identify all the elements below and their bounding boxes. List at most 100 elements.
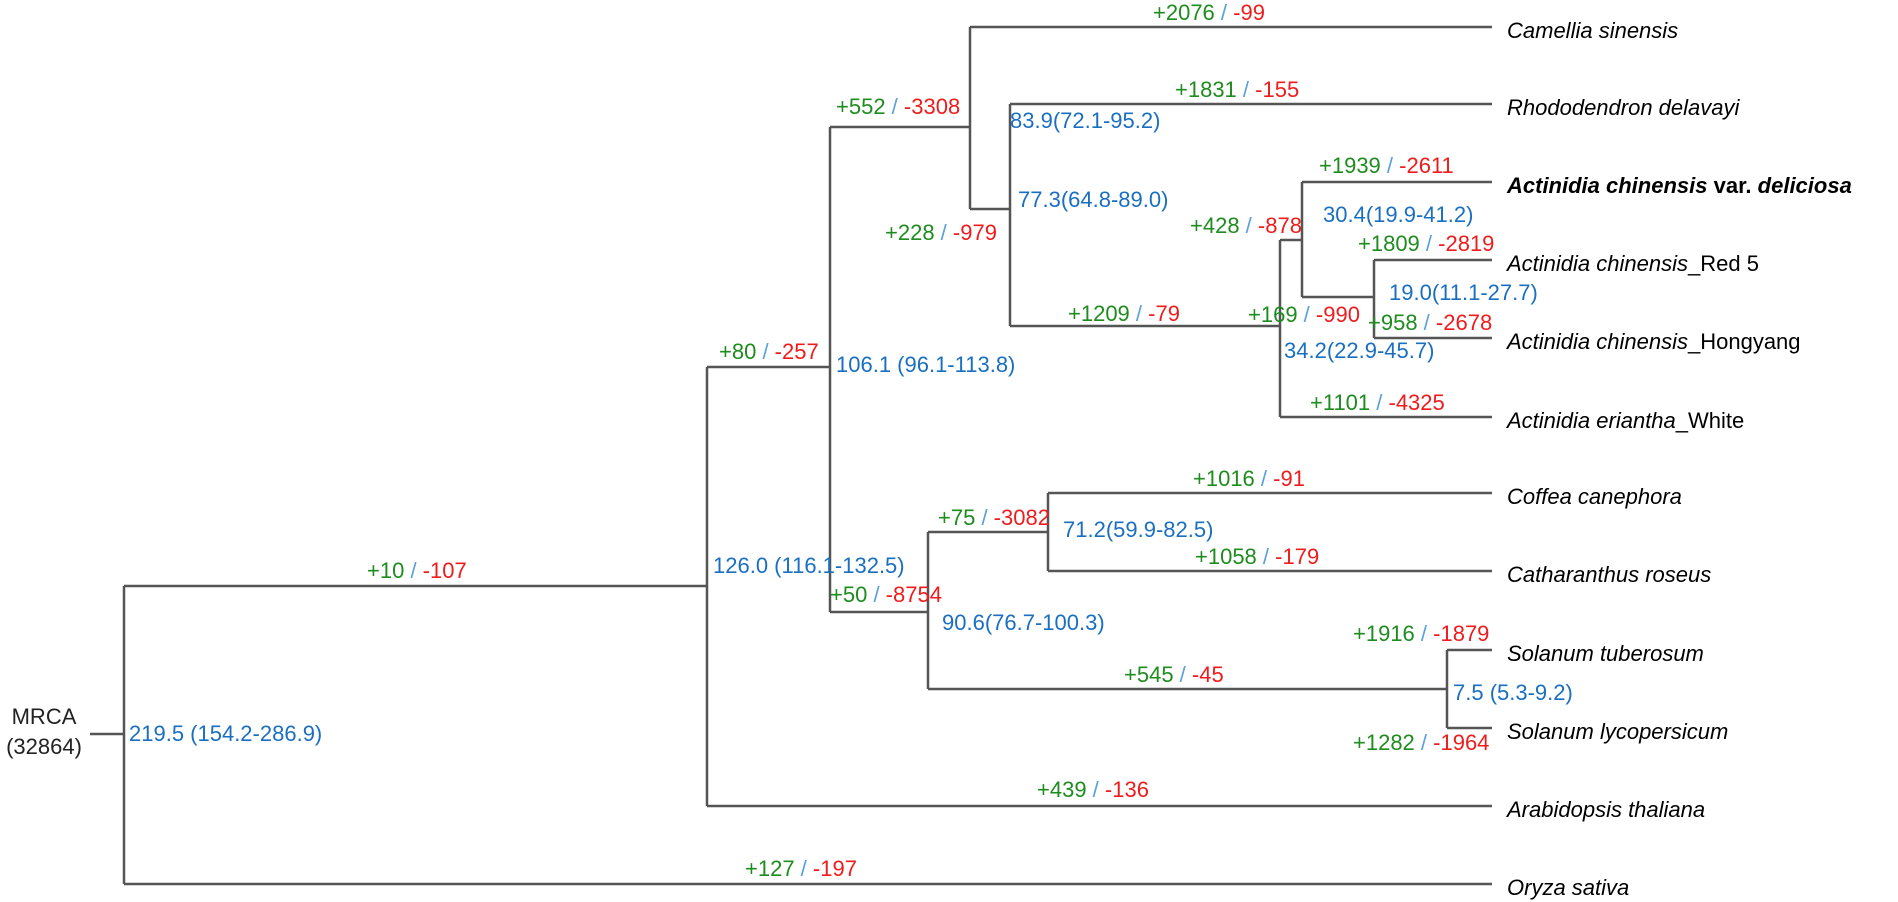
gene-change-coffea: +1016 / -91 [1193, 466, 1305, 491]
gene-change-red5: +1809 / -2819 [1358, 231, 1494, 256]
gain-loss-separator: / [1237, 77, 1255, 102]
gene-loss: -3082 [994, 505, 1050, 530]
gene-loss: -107 [423, 558, 467, 583]
node-age-asterids: 106.1 (96.1-113.8) [836, 352, 1015, 377]
species-label-part: Oryza sativa [1507, 875, 1629, 900]
node-age-chinensis: 30.4(19.9-41.2) [1323, 202, 1473, 227]
node-age-eudicots: 126.0 (116.1-132.5) [713, 553, 905, 578]
tree-branches [90, 25, 1492, 886]
gain-loss-separator: / [756, 339, 774, 364]
gene-change-lycopersicum: +1282 / -1964 [1353, 730, 1489, 755]
gene-loss: -1964 [1433, 730, 1489, 755]
gain-loss-separator: / [1381, 153, 1399, 178]
gene-loss: -3308 [904, 94, 960, 119]
gene-change-tuberosum: +1916 / -1879 [1353, 621, 1489, 646]
gene-change-camellia: +2076 / -99 [1153, 0, 1265, 25]
species-label-tuberosum: Solanum tuberosum [1507, 641, 1704, 666]
gain-loss-separator: / [886, 94, 904, 119]
species-label-lycopersicum: Solanum lycopersicum [1507, 719, 1728, 744]
species-label-part: Catharanthus roseus [1507, 562, 1711, 587]
gene-change-catharanthus: +1058 / -179 [1195, 544, 1319, 569]
gene-loss: -878 [1258, 213, 1302, 238]
gene-change-oryza: +127 / -197 [745, 856, 857, 881]
species-label-part: Actinidia chinensis [1506, 173, 1708, 198]
gene-gain: +127 [745, 856, 795, 881]
gain-loss-separator: / [404, 558, 422, 583]
gain-loss-separator: / [1370, 390, 1388, 415]
gene-change-eudicots: +10 / -107 [367, 558, 467, 583]
gene-change-rhododendron-actinidia: +228 / -979 [885, 220, 997, 245]
species-label-part: var. [1708, 173, 1758, 198]
species-label-catharanthus: Catharanthus roseus [1507, 562, 1711, 587]
gene-gain: +1282 [1353, 730, 1415, 755]
gene-loss: -91 [1273, 466, 1305, 491]
species-label-part: Arabidopsis thaliana [1505, 797, 1705, 822]
node-age-solanum: 7.5 (5.3-9.2) [1453, 680, 1573, 705]
gene-gain: +958 [1368, 310, 1418, 335]
gene-gain: +169 [1248, 302, 1298, 327]
gene-gain: +1101 [1310, 390, 1370, 415]
species-label-deliciosa: Actinidia chinensis var. deliciosa [1506, 173, 1852, 198]
gene-gain: +2076 [1153, 0, 1215, 25]
species-label-part: Actinidia chinensis [1505, 251, 1688, 276]
gene-change-lamiids: +50 / -8754 [830, 582, 942, 607]
gene-loss: -155 [1255, 77, 1299, 102]
species-label-part: Coffea canephora [1507, 484, 1682, 509]
node-age-rhododendron-actinidia: 77.3(64.8-89.0) [1018, 187, 1168, 212]
species-label-camellia: Camellia sinensis [1507, 18, 1678, 43]
node-age-gentianales: 71.2(59.9-82.5) [1063, 517, 1213, 542]
gene-loss: -197 [813, 856, 857, 881]
gene-gain: +1831 [1175, 77, 1237, 102]
node-age-red5-hongyang: 19.0(11.1-27.7) [1389, 280, 1538, 305]
node-age-root: 219.5 (154.2-286.9) [129, 721, 322, 746]
root-count: (32864) [6, 734, 82, 759]
species-label-oryza: Oryza sativa [1507, 875, 1629, 900]
species-label-part: deliciosa [1758, 173, 1852, 198]
gene-loss: -179 [1275, 544, 1319, 569]
root-name: MRCA [12, 704, 77, 729]
node-age-actinidia: 34.2(22.9-45.7) [1284, 338, 1434, 363]
gene-gain: +1058 [1195, 544, 1257, 569]
gain-loss-separator: / [1130, 301, 1148, 326]
gain-loss-separator: / [1255, 466, 1273, 491]
gene-change-ericales: +552 / -3308 [836, 94, 960, 119]
gene-gain: +1916 [1353, 621, 1415, 646]
species-label-red5: Actinidia chinensis_Red 5 [1505, 251, 1759, 276]
gene-loss: -257 [775, 339, 819, 364]
gain-loss-separator: / [1418, 310, 1436, 335]
species-label-part: Actinidia chinensis [1505, 329, 1688, 354]
species-label-hongyang: Actinidia chinensis_Hongyang [1505, 329, 1801, 354]
gene-gain: +228 [885, 220, 935, 245]
gene-loss: -2819 [1438, 231, 1494, 256]
gene-loss: -79 [1148, 301, 1180, 326]
gene-change-hongyang: +958 / -2678 [1368, 310, 1492, 335]
gene-change-chinensis: +428 / -878 [1190, 213, 1302, 238]
species-label-arabidopsis: Arabidopsis thaliana [1505, 797, 1705, 822]
gene-loss: -1879 [1433, 621, 1489, 646]
gene-loss: -45 [1192, 662, 1224, 687]
gain-loss-separator: / [975, 505, 993, 530]
gain-loss-separator: / [1215, 0, 1233, 25]
gene-change-eriantha: +1101 / -4325 [1310, 390, 1445, 415]
gain-loss-separator: / [1415, 621, 1433, 646]
gene-gain: +10 [367, 558, 404, 583]
species-label-part: _Hongyang [1687, 329, 1801, 354]
species-label-part: _White [1675, 408, 1744, 433]
gene-gain: +1939 [1319, 153, 1381, 178]
gene-loss: -8754 [886, 582, 942, 607]
gene-gain: +1209 [1068, 301, 1130, 326]
node-age-ericales: 83.9(72.1-95.2) [1010, 108, 1160, 133]
gene-loss: -2678 [1436, 310, 1492, 335]
gene-change-solanum: +545 / -45 [1124, 662, 1224, 687]
node-age-lamiids: 90.6(76.7-100.3) [942, 610, 1105, 635]
gene-change-actinidia: +1209 / -79 [1068, 301, 1180, 326]
gene-gain: +80 [719, 339, 756, 364]
gene-gain: +428 [1190, 213, 1240, 238]
species-label-part: Camellia sinensis [1507, 18, 1678, 43]
gene-loss: -2611 [1399, 153, 1454, 178]
gene-gain: +1809 [1358, 231, 1420, 256]
gain-loss-separator: / [1415, 730, 1433, 755]
species-label-part: _Red 5 [1687, 251, 1759, 276]
gene-gain: +439 [1037, 777, 1087, 802]
